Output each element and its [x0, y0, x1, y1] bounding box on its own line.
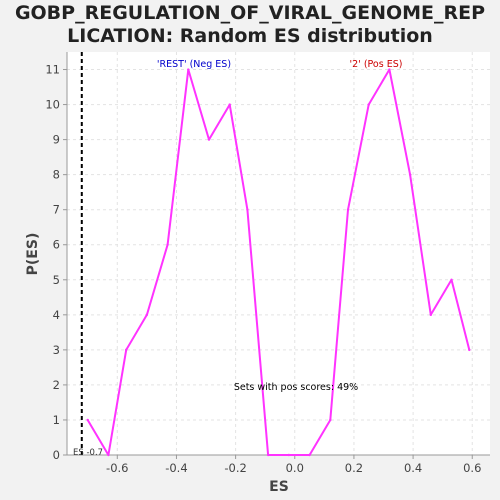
annotation-neg-es: 'REST' (Neg ES) — [157, 59, 231, 70]
series-point — [207, 138, 211, 141]
plot-area — [67, 52, 490, 455]
series-point — [450, 278, 453, 281]
x-tick-label: -0.4 — [165, 461, 187, 475]
y-tick-label: 9 — [53, 133, 60, 147]
y-tick-label: 0 — [53, 448, 60, 462]
x-tick-label: 0.0 — [286, 461, 304, 475]
x-tick-label: 0.4 — [404, 461, 422, 475]
y-ticks: 0 1 2 3 4 5 6 7 8 9 10 11 — [45, 63, 67, 462]
series-point — [308, 453, 311, 457]
series-point — [346, 208, 350, 211]
x-axis-label: ES — [269, 479, 289, 495]
series-point — [408, 173, 412, 176]
series-point — [367, 103, 370, 106]
series-point — [329, 418, 332, 422]
x-ticks: -0.6 -0.4 -0.2 0.0 0.2 0.4 0.6 — [106, 455, 481, 475]
grid — [67, 52, 490, 456]
chart-title: GOBP_REGULATION_OF_VIRAL_GENOME_REP LICA… — [14, 2, 486, 47]
y-tick-label: 5 — [53, 273, 60, 287]
series-point — [124, 348, 128, 352]
series-layer — [86, 68, 471, 457]
y-tick-label: 2 — [53, 378, 60, 392]
annotation-pos-es: '2' (Pos ES) — [350, 59, 403, 70]
y-tick-label: 8 — [53, 168, 60, 182]
series-point — [468, 348, 471, 352]
y-tick-label: 1 — [53, 413, 60, 427]
series-point — [107, 453, 110, 457]
series-point — [246, 208, 249, 211]
y-tick-label: 11 — [45, 63, 60, 77]
y-tick-label: 6 — [53, 238, 60, 252]
x-tick-label: 0.2 — [345, 461, 363, 475]
y-tick-label: 7 — [53, 203, 60, 217]
x-tick-label: 0.6 — [463, 461, 481, 475]
y-tick-label: 3 — [53, 343, 60, 357]
series-point — [228, 103, 231, 106]
series-point — [429, 313, 433, 317]
series-line — [86, 68, 471, 456]
series-point — [187, 68, 190, 71]
y-axis-label: P(ES) — [25, 233, 41, 276]
es-marker-label: ES -0.7 — [73, 448, 103, 458]
series-point — [166, 243, 169, 246]
series-point — [145, 313, 149, 317]
x-tick-label: -0.6 — [106, 461, 128, 475]
series-point — [287, 453, 291, 457]
y-tick-label: 10 — [45, 98, 60, 112]
series-point — [266, 453, 270, 457]
y-tick-label: 4 — [53, 308, 60, 322]
series-point — [388, 68, 391, 71]
annotation-pos-scores: Sets with pos scores: 49% — [234, 382, 358, 393]
x-tick-label: -0.2 — [224, 461, 246, 475]
series-point — [86, 418, 89, 422]
